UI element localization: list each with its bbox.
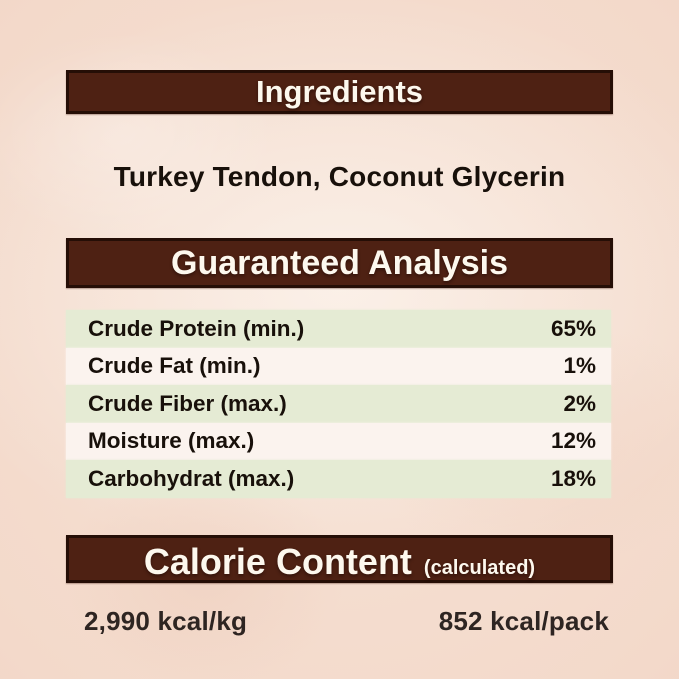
guaranteed-analysis-table: Crude Protein (min.) 65% Crude Fat (min.… [66,310,611,498]
analysis-row-value: 2% [563,390,596,416]
analysis-row-label: Moisture (max.) [88,428,255,454]
analysis-row-label: Crude Protein (min.) [88,315,305,341]
analysis-row-value: 1% [563,353,596,379]
ingredients-list: Turkey Tendon, Coconut Glycerin [113,161,566,192]
guaranteed-analysis-title: Guaranteed Analysis [171,243,508,282]
table-row: Crude Protein (min.) 65% [66,310,611,348]
calorie-content-subtitle: (calculated) [423,557,536,579]
analysis-row-label: Crude Fat (min.) [88,353,261,379]
ingredients-header-bar: Ingredients [66,70,613,114]
calorie-values: 2,990 kcal/kg 852 kcal/pack [66,602,613,640]
table-row: Crude Fat (min.) 1% [66,347,611,385]
ingredients-title: Ingredients [255,74,424,109]
guaranteed-analysis-header-bar: Guaranteed Analysis [66,238,613,288]
analysis-row-value: 12% [550,428,596,454]
analysis-row-value: 18% [550,465,596,491]
calorie-content-title: Calorie Content [143,541,412,582]
table-row: Crude Fiber (max.) 2% [66,385,611,423]
analysis-row-value: 65% [550,315,596,341]
analysis-row-label: Carbohydrat (max.) [88,465,295,491]
analysis-row-label: Crude Fiber (max.) [88,390,287,416]
calorie-content-header-bar: Calorie Content (calculated) [66,535,613,583]
table-row: Carbohydrat (max.) 18% [66,460,611,498]
table-row: Moisture (max.) 12% [66,422,611,460]
kcal-per-pack: 852 kcal/pack [438,605,609,636]
kcal-per-kg: 2,990 kcal/kg [84,605,248,636]
